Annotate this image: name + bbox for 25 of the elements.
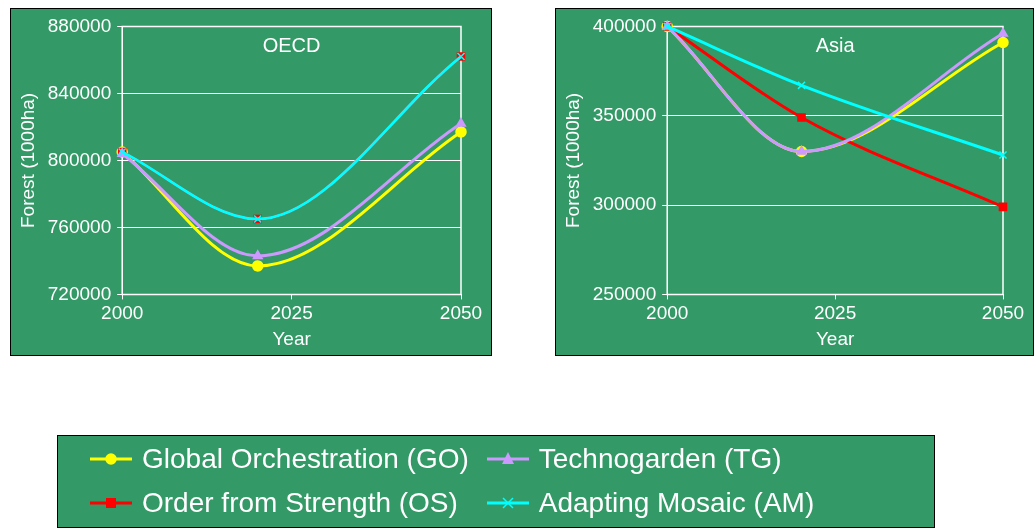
y-axis-title: Forest (1000ha): [561, 92, 583, 228]
y-tick-label: 250000: [592, 282, 657, 304]
x-tick-label: 2050: [439, 302, 483, 324]
y-tick-label: 760000: [47, 215, 112, 237]
y-tick-label: 400000: [592, 14, 657, 36]
legend-label: Adapting Mosaic (AM): [538, 486, 815, 519]
x-tick-label: 2025: [813, 302, 857, 324]
x-axis-title: Year: [815, 327, 855, 349]
x-tick-label: 2000: [101, 302, 144, 324]
y-tick-label: 300000: [592, 193, 657, 215]
chart-title: OECD: [262, 33, 321, 56]
x-tick-label: 2000: [646, 302, 689, 324]
x-tick-label: 2025: [270, 302, 313, 324]
y-tick-label: 880000: [47, 14, 112, 36]
y-tick-label: 800000: [47, 148, 112, 170]
x-tick-label: 2050: [981, 302, 1025, 324]
x-axis-title: Year: [272, 327, 312, 349]
y-tick-label: 350000: [592, 103, 657, 125]
y-tick-label: 840000: [47, 81, 112, 103]
y-axis-title: Forest (1000ha): [16, 92, 38, 228]
legend-label: Order from Strength (OS): [142, 486, 458, 519]
legend-label: Global Orchestration (GO): [142, 442, 469, 475]
y-tick-label: 720000: [47, 282, 112, 304]
chart-title: Asia: [815, 33, 856, 56]
legend-label: Technogarden (TG): [538, 442, 782, 475]
